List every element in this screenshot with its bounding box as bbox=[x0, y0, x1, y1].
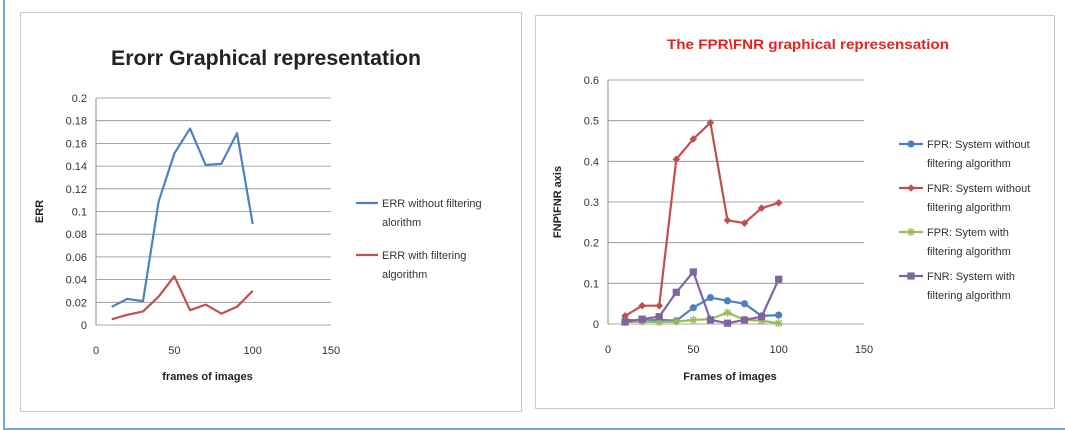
x-tick-label-3: 150 bbox=[322, 345, 340, 357]
outer-border-bottom bbox=[3, 428, 1065, 430]
y-tick-label-3: 0.06 bbox=[66, 252, 87, 264]
y-tick-label-4: 0.4 bbox=[584, 156, 599, 168]
series-0-point-legend bbox=[907, 140, 915, 148]
y-tick-label-9: 0.18 bbox=[66, 116, 87, 128]
y-tick-label-5: 0.1 bbox=[72, 207, 87, 219]
series-1-point-1 bbox=[638, 301, 646, 310]
series-0-point-5 bbox=[706, 293, 714, 302]
series-0-point-4 bbox=[689, 304, 697, 312]
y-tick-label-1: 0.02 bbox=[66, 297, 87, 309]
x-tick-label-1: 50 bbox=[687, 344, 699, 356]
series-0-line bbox=[111, 127, 254, 308]
series-1-point-3 bbox=[672, 155, 681, 164]
x-tick-label-2: 100 bbox=[769, 344, 787, 356]
error-chart-panel: Erorr Graphical representation 0 0.02 0.04 0… bbox=[20, 12, 522, 412]
legend-label-1: FNR: System without filtering algorithm bbox=[927, 183, 1030, 214]
error-chart: Erorr Graphical representation 0 0.02 0.04 0… bbox=[34, 47, 482, 383]
legend-item-1: ERR with filtering algorithm bbox=[356, 250, 466, 281]
legend-item-0: FPR: System without filtering algorithm bbox=[899, 139, 1030, 170]
series-3-point-7 bbox=[740, 316, 749, 324]
x-axis-label: Frames of images bbox=[683, 371, 777, 383]
legend-item-2: FPR: Sytem with filtering algorithm bbox=[899, 227, 1011, 258]
series-0 bbox=[111, 127, 254, 308]
legend-item-3: FNR: System with filtering algorithm bbox=[899, 271, 1015, 302]
chart-title: Erorr Graphical representation bbox=[111, 47, 421, 70]
y-axis-label: FNP\FNR axis bbox=[552, 166, 564, 238]
y-tick-label-4: 0.08 bbox=[66, 229, 87, 241]
series-2-point-9 bbox=[774, 319, 783, 328]
series-1 bbox=[111, 275, 254, 321]
series-1-point-legend bbox=[907, 184, 915, 192]
series-2-point-8 bbox=[757, 316, 766, 325]
legend-label-3: FNR: System with filtering algorithm bbox=[927, 271, 1015, 302]
y-tick-label-10: 0.2 bbox=[72, 93, 87, 105]
y-tick-label-7: 0.14 bbox=[66, 161, 87, 173]
x-tick-label-0: 0 bbox=[605, 344, 611, 356]
series-0-point-9 bbox=[775, 311, 783, 319]
y-tick-label-2: 0.2 bbox=[584, 238, 599, 250]
series-1-line bbox=[111, 275, 254, 321]
y-tick-label-2: 0.04 bbox=[66, 275, 87, 287]
series-3-point-3 bbox=[672, 288, 680, 296]
series-3-point-9 bbox=[775, 275, 783, 283]
series-3-point-4 bbox=[689, 268, 697, 276]
series-1 bbox=[621, 118, 783, 320]
legend-label-0: FPR: System without filtering algorithm bbox=[927, 139, 1030, 170]
y-tick-label-5: 0.5 bbox=[584, 116, 599, 128]
x-tick-label-1: 50 bbox=[168, 345, 180, 357]
series-2-point-6 bbox=[723, 308, 732, 317]
outer-border-left bbox=[3, 0, 5, 430]
fpr-fnr-chart-panel: The FPR\FNR graphical represensation 0 0.1… bbox=[535, 15, 1055, 409]
series-3-point-0 bbox=[621, 318, 629, 326]
series-1-point-0 bbox=[621, 312, 629, 320]
series-0-point-7 bbox=[740, 300, 749, 308]
x-tick-label-3: 150 bbox=[855, 344, 873, 356]
y-axis-label: ERR bbox=[34, 200, 46, 223]
series-3-line bbox=[624, 270, 780, 325]
series-3-point-6 bbox=[723, 319, 732, 327]
series-1-point-9 bbox=[774, 199, 783, 207]
series-2-point-4 bbox=[689, 315, 698, 324]
series-1-point-4 bbox=[689, 135, 698, 143]
series-3-point-legend bbox=[907, 272, 915, 280]
legend-label-1: ERR with filtering algorithm bbox=[382, 250, 466, 281]
y-tick-label-0: 0 bbox=[593, 319, 599, 331]
series-3-point-1 bbox=[638, 315, 646, 323]
y-tick-label-6: 0.12 bbox=[66, 184, 87, 196]
series-2-point-3 bbox=[672, 317, 681, 326]
series-0-point-6 bbox=[723, 297, 732, 305]
x-axis-label: frames of images bbox=[162, 371, 252, 383]
series-3-point-2 bbox=[655, 313, 663, 321]
y-tick-label-6: 0.6 bbox=[584, 75, 599, 87]
series-1-line bbox=[624, 121, 780, 317]
series-1-point-6 bbox=[723, 216, 732, 225]
y-tick-label-8: 0.16 bbox=[66, 138, 87, 150]
series-2-point-legend bbox=[907, 228, 915, 236]
y-tick-label-3: 0.3 bbox=[584, 197, 599, 209]
series-3-point-5 bbox=[706, 316, 714, 324]
x-tick-label-2: 100 bbox=[243, 345, 261, 357]
legend-item-0: ERR without filtering alorithm bbox=[356, 198, 482, 229]
series-1-point-2 bbox=[655, 301, 663, 310]
series-2-line bbox=[625, 311, 779, 325]
series-3-point-8 bbox=[758, 313, 766, 321]
chart-title: The FPR\FNR graphical represensation bbox=[667, 36, 949, 52]
x-tick-label-0: 0 bbox=[93, 345, 99, 357]
y-tick-label-1: 0.1 bbox=[584, 278, 599, 290]
series-1-point-8 bbox=[757, 204, 766, 212]
legend-item-1: FNR: System without filtering algorithm bbox=[899, 183, 1030, 214]
series-2-point-2 bbox=[655, 317, 664, 326]
series-0-line bbox=[625, 296, 779, 322]
series-3 bbox=[621, 268, 783, 327]
legend-label-0: ERR without filtering alorithm bbox=[382, 198, 482, 229]
series-1-point-5 bbox=[706, 118, 715, 127]
fpr-fnr-chart: The FPR\FNR graphical represensation 0 0.1… bbox=[552, 36, 1030, 383]
y-tick-label-0: 0 bbox=[81, 320, 87, 332]
legend-label-2: FPR: Sytem with filtering algorithm bbox=[927, 227, 1011, 258]
